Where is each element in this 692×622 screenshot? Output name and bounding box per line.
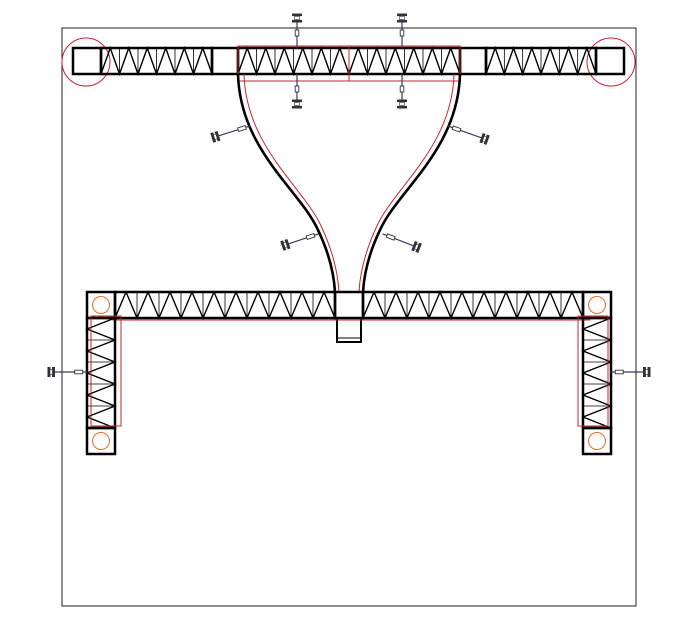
fixture-side-left xyxy=(47,367,88,377)
spotlight-icon-lens xyxy=(482,135,487,142)
page-border xyxy=(61,27,637,607)
spotlight-icon-bar xyxy=(397,105,407,109)
spotlight-icon-bar xyxy=(415,242,422,254)
spotlight-icon-bar xyxy=(647,367,651,377)
orange-circle-base xyxy=(92,432,110,450)
bottom-truss-right xyxy=(361,290,585,320)
side-leg-right-webbing xyxy=(581,317,613,429)
spotlight-icon-bar xyxy=(483,134,490,145)
spotlight-icon-lens xyxy=(49,369,53,375)
fixture-curve-right-upper xyxy=(447,125,490,145)
fixture-curve-right-upper-body xyxy=(479,132,490,145)
spotlight-icon-lens xyxy=(414,243,419,251)
side-leg-right-outline xyxy=(577,315,609,427)
spotlight-icon-lens xyxy=(645,369,649,375)
orange-circle-base xyxy=(588,296,606,314)
red-circle-marker xyxy=(586,37,636,87)
spotlight-icon-lens xyxy=(294,16,300,20)
corner-block xyxy=(71,46,103,76)
fixture-curve-right-lower-body xyxy=(411,240,422,254)
spotlight-icon-lens xyxy=(213,133,218,140)
fixture-curve-left-upper xyxy=(210,125,251,143)
fixture-side-left-clamp xyxy=(74,369,84,375)
curved-leg-left-outline xyxy=(243,73,340,293)
spotlight-icon-lens xyxy=(294,102,300,106)
spotlight-icon xyxy=(479,132,486,144)
corner-block xyxy=(581,426,613,456)
spotlight-icon-bar xyxy=(292,105,302,109)
fixture-top-1-down-clamp xyxy=(294,85,300,93)
fixture-side-left-body xyxy=(47,367,55,377)
corner-block xyxy=(581,290,613,320)
spotlight-icon-bar xyxy=(210,132,217,143)
spotlight-icon xyxy=(214,130,221,142)
fixture-top-1-up xyxy=(292,13,302,49)
fixture-curve-right-lower xyxy=(382,233,422,254)
curved-leg-right-outline xyxy=(358,73,455,293)
spotlight-icon xyxy=(292,99,302,103)
fixture-top-1-up-clamp xyxy=(294,29,300,37)
spotlight-icon-lens xyxy=(283,241,288,248)
orange-circle-base xyxy=(92,296,110,314)
fixture-curve-right-upper-clamp xyxy=(451,125,462,133)
fixture-top-1-down xyxy=(292,73,302,109)
spotlight-icon-bar xyxy=(47,367,51,377)
corner-block xyxy=(85,290,117,320)
fixture-top-2-down xyxy=(397,73,407,109)
curved-leg-right xyxy=(361,73,462,293)
fixture-curve-left-upper-clamp xyxy=(237,125,247,132)
spotlight-icon xyxy=(411,240,418,252)
fixture-side-right-clamp xyxy=(614,369,624,375)
fixture-side-right-body xyxy=(643,367,651,377)
side-leg-left xyxy=(85,316,117,430)
red-circle-marker xyxy=(61,37,111,87)
corner-block xyxy=(594,46,626,76)
bottom-center-block xyxy=(333,290,365,320)
top-joint-left xyxy=(210,46,240,76)
fixture-curve-left-lower xyxy=(280,232,319,251)
fixture-curve-left-lower-clamp xyxy=(305,232,316,241)
fixture-side-right xyxy=(610,367,651,377)
spotlight-icon-lens xyxy=(399,16,405,20)
spotlight-icon xyxy=(292,13,302,17)
spotlight-icon xyxy=(52,367,55,377)
corner-block xyxy=(85,426,117,456)
side-leg-left-outline xyxy=(90,315,122,427)
bottom-beam xyxy=(85,290,613,456)
fixture-curve-left-upper-body xyxy=(210,130,221,143)
side-leg-left-webbing xyxy=(85,317,117,429)
spotlight-icon xyxy=(397,99,407,103)
fixture-curve-left-lower-body xyxy=(280,238,291,251)
bottom-center-box xyxy=(336,317,362,343)
fixture-curve-right-lower-clamp xyxy=(385,233,396,241)
fixture-top-2-up xyxy=(397,13,407,49)
side-leg-right xyxy=(581,316,613,430)
fixture-top-2-up-clamp xyxy=(399,29,405,37)
top-truss-right xyxy=(484,45,598,77)
orange-circle-base xyxy=(588,432,606,450)
spotlight-icon-bar xyxy=(397,19,407,23)
fixture-top-2-down-clamp xyxy=(399,85,405,93)
top-joint-right xyxy=(458,46,488,76)
curved-legs xyxy=(236,73,462,293)
top-truss-left xyxy=(99,45,214,77)
bottom-truss-left xyxy=(113,290,337,320)
spotlight-icon-lens xyxy=(399,102,405,106)
spotlight-icon xyxy=(643,367,646,377)
curved-leg-left xyxy=(236,73,337,293)
spotlight-icon xyxy=(284,238,291,250)
spotlight-icon-bar xyxy=(280,240,287,251)
spotlight-icon xyxy=(397,13,407,17)
spotlight-icon-bar xyxy=(292,19,302,23)
